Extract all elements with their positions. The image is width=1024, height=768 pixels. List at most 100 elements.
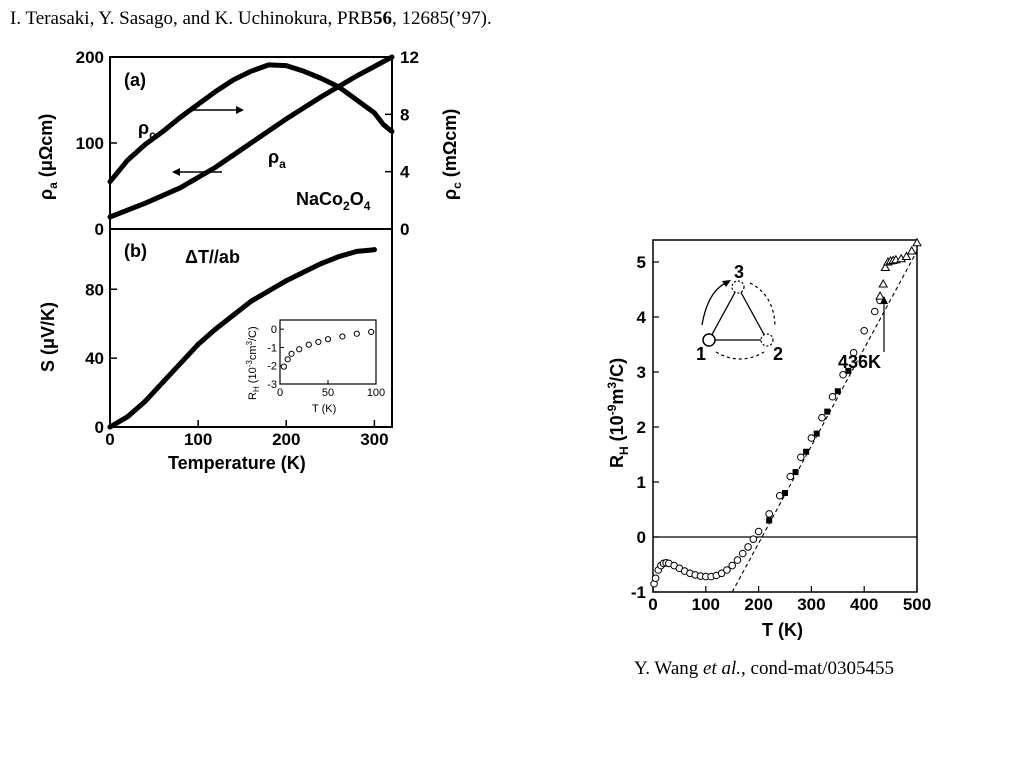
panel-b-x-tick-label: 0 xyxy=(105,430,114,449)
panel-b-xlabel: Temperature (K) xyxy=(168,453,306,473)
thermopower-point xyxy=(195,341,201,347)
right-x-tick-label: 200 xyxy=(744,595,772,614)
hall-point-circle xyxy=(797,453,805,462)
hall-point-square xyxy=(845,367,852,374)
terminal-3 xyxy=(731,280,745,294)
panel-a-ticks: 0 100 200 0 4 8 12 xyxy=(76,48,419,239)
thermopower-point xyxy=(142,398,148,404)
hall-point-circle xyxy=(717,569,726,578)
right-x-tick-label: 300 xyxy=(797,595,825,614)
hall-point-circle xyxy=(723,566,731,574)
hall-point-square xyxy=(766,517,773,524)
panel-a-right-tick-label: 4 xyxy=(400,163,410,182)
thermopower-point xyxy=(230,312,236,318)
transition-arrow xyxy=(880,296,888,352)
hall-point-circle xyxy=(860,326,869,335)
inset-b-x-tick-label: 100 xyxy=(367,387,385,399)
citation-ref: , cond-mat/0305455 xyxy=(741,658,895,679)
inset-b-xlabel: T (K) xyxy=(312,403,336,415)
thermopower-point xyxy=(125,414,131,420)
right-xlabel: T (K) xyxy=(762,620,803,640)
panel-b-x-tick-label: 200 xyxy=(272,430,300,449)
hall-point-circle xyxy=(818,413,826,422)
thermopower-point xyxy=(354,248,360,254)
hall-point-circle xyxy=(728,561,737,570)
hall-point-circle xyxy=(786,472,795,481)
rho-a-curve-label: ρa xyxy=(268,147,286,171)
thermopower-point xyxy=(301,269,307,275)
thermopower-point xyxy=(213,326,219,332)
inset-b-point xyxy=(315,338,322,346)
hall-point-square xyxy=(803,448,810,455)
panel-a-left-tick-label: 0 xyxy=(95,220,104,239)
panel-b-x-tick-label: 300 xyxy=(360,430,388,449)
right-y-tick-label: 1 xyxy=(637,473,646,492)
right-y-tick-label: 2 xyxy=(637,418,646,437)
panel-b-series xyxy=(107,247,377,430)
panel-a-series xyxy=(107,54,395,220)
right-series xyxy=(650,237,922,593)
panel-b-y-tick-label: 40 xyxy=(85,349,104,368)
citation-authors: I. Terasaki, Y. Sasago, and K. Uchinokur… xyxy=(10,8,373,29)
right-x-tick-label: 100 xyxy=(692,595,720,614)
hall-point-triangle xyxy=(880,262,891,271)
right-y-tick-label: 0 xyxy=(637,528,646,547)
inset-b-point xyxy=(288,350,295,357)
panel-a-right-tick-label: 8 xyxy=(400,105,409,124)
inset-b-point xyxy=(368,328,375,335)
hall-point-circle xyxy=(870,307,879,316)
panel-b-ylabel: S (μV/K) xyxy=(38,302,58,372)
right-ylabel: RH (10-9m3/C) xyxy=(605,358,631,468)
panel-b-x-tick-label: 100 xyxy=(184,430,212,449)
terminal-label-2: 2 xyxy=(773,344,783,364)
inset-b-point xyxy=(280,363,287,370)
inset-b-point xyxy=(284,356,291,363)
rho-c-curve-label: ρc xyxy=(138,118,156,142)
hall-point-square xyxy=(813,430,820,437)
thermopower-point xyxy=(107,424,113,430)
hall-point-circle xyxy=(744,543,752,551)
panel-a-left-tick-label: 100 xyxy=(76,134,104,153)
hall-point-circle xyxy=(733,556,742,564)
citation-etal: et al. xyxy=(703,658,742,679)
arrow-to-left-axis xyxy=(172,168,222,176)
terminal-2 xyxy=(760,333,774,347)
hall-point-square xyxy=(782,490,788,496)
hall-point-circle xyxy=(754,527,763,536)
panel-a-left-tick-label: 200 xyxy=(76,48,104,67)
thermopower-point xyxy=(283,278,289,284)
right-y-tick-label: 5 xyxy=(637,253,646,272)
thermopower-point xyxy=(160,379,166,385)
thermopower-point xyxy=(248,298,254,304)
panel-b-annotation: ΔT//ab xyxy=(185,247,240,267)
hall-point-triangle xyxy=(878,278,889,288)
right-x-tick-label: 0 xyxy=(648,595,657,614)
transition-temperature-label: 436K xyxy=(838,352,881,372)
citation-pages: , 12685(’97). xyxy=(391,8,492,29)
inset-b-point xyxy=(296,346,303,353)
linear-fit-dashed-line xyxy=(731,250,918,593)
inset-b-y-tick-label: -1 xyxy=(267,342,277,354)
thermopower-point xyxy=(266,288,272,294)
inset-b-points xyxy=(280,328,375,370)
hall-point-circle xyxy=(828,392,837,401)
right-y-tick-label: 3 xyxy=(637,363,646,382)
hall-point-triangle xyxy=(901,251,912,260)
hall-point-triangle xyxy=(875,291,885,300)
inset-b-x-tick-label: 0 xyxy=(277,387,283,399)
panel-b-ticks: 0 40 80 0 100 200 300 xyxy=(85,280,388,449)
thermopower-point xyxy=(319,260,324,266)
inset-b-point xyxy=(353,330,360,337)
hall-point-square xyxy=(834,388,841,395)
thermopower-point xyxy=(336,254,342,260)
terminal-label-3: 3 xyxy=(734,262,744,282)
inset-b-point xyxy=(324,336,332,343)
hall-point-circle xyxy=(749,535,758,544)
hall-point-square xyxy=(824,408,831,415)
panel-a-right-tick-label: 12 xyxy=(400,48,419,67)
hall-point-triangle xyxy=(912,237,922,247)
arrow-to-right-axis xyxy=(192,106,244,114)
panel-a-label: (a) xyxy=(124,70,146,90)
